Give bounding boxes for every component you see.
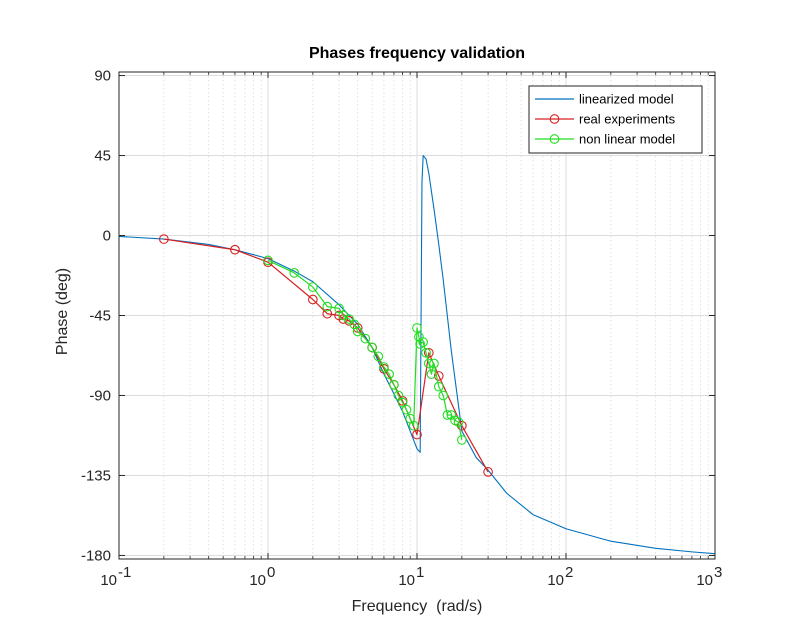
data-point [408, 420, 419, 431]
data-point [401, 404, 412, 415]
data-point [322, 301, 333, 312]
data-point [457, 435, 467, 445]
x-tick-label-base: 10 [696, 572, 713, 589]
legend-marker [549, 114, 560, 124]
data-point [393, 390, 404, 401]
x-tick-label-base: 10 [398, 572, 415, 589]
y-tick-label: 0 [103, 228, 111, 245]
data-point [457, 420, 467, 431]
data-point [384, 369, 394, 380]
legend-item: real experiments [535, 112, 676, 127]
data-point [389, 379, 399, 390]
x-tick-label-exponent: 0 [267, 564, 275, 581]
series-line [118, 154, 716, 555]
y-tick-label: -45 [89, 308, 111, 325]
data-point [308, 282, 318, 292]
data-point [418, 337, 429, 348]
data-point [338, 310, 349, 321]
data-point [423, 347, 434, 358]
legend-label: real experiments [579, 112, 676, 127]
data-point [352, 326, 363, 337]
data-point [438, 390, 449, 401]
x-tick-label: 10 3 [696, 564, 722, 589]
data-point [159, 234, 169, 244]
data-point [429, 358, 439, 369]
data-point [373, 351, 384, 362]
x-tick-label-base: 10 [100, 572, 117, 589]
data-point [433, 381, 444, 392]
data-point [412, 429, 422, 440]
series-3 [263, 255, 467, 445]
legend-label: non linear model [579, 132, 675, 147]
data-point [230, 244, 240, 255]
data-point [379, 362, 389, 372]
legend-item: non linear model [535, 132, 675, 147]
data-point [415, 339, 426, 349]
legend-marker [549, 134, 560, 144]
y-tick-label: 45 [94, 148, 111, 165]
x-tick-label: 10 0 [249, 564, 275, 589]
x-tick-label-exponent: 1 [416, 564, 424, 581]
x-tick-label-exponent: 2 [565, 564, 573, 581]
series-layer [118, 154, 716, 555]
x-tick-label-exponent: 3 [714, 564, 722, 581]
data-point [412, 323, 422, 333]
legend-label: linearized model [579, 92, 674, 107]
x-tick-label-base: 10 [547, 572, 564, 589]
data-point [442, 410, 453, 420]
data-point [289, 267, 300, 278]
data-point [421, 347, 431, 358]
data-point [263, 255, 273, 266]
data-point [344, 314, 354, 324]
y-tick-label: 90 [94, 68, 111, 85]
series-1 [118, 154, 716, 555]
x-tick-label-base: 10 [249, 572, 266, 589]
data-point [453, 417, 464, 427]
chart-title: Phases frequency validation [309, 45, 525, 62]
data-point [322, 308, 333, 319]
x-tick-label-exponent: -1 [118, 564, 131, 581]
legend-item: linearized model [535, 92, 674, 107]
data-point [308, 294, 318, 305]
data-point [360, 333, 371, 344]
x-axis-label: Frequency (rad/s) [352, 598, 483, 615]
data-point [426, 369, 437, 380]
data-point [334, 303, 344, 314]
data-point [433, 371, 444, 381]
x-tick-label: 10 -1 [100, 564, 131, 589]
x-tick-label: 10 2 [547, 564, 573, 589]
y-tick-label: -135 [81, 467, 111, 484]
y-axis-label: Phase (deg) [54, 268, 71, 355]
data-point [367, 342, 377, 353]
data-point [483, 467, 493, 477]
x-tick-label: 10 1 [398, 564, 424, 589]
legend: linearized model real experiments non line… [528, 85, 703, 154]
data-point [423, 358, 434, 369]
y-tick-label: -180 [81, 547, 111, 564]
y-tick-label: -90 [89, 387, 111, 404]
